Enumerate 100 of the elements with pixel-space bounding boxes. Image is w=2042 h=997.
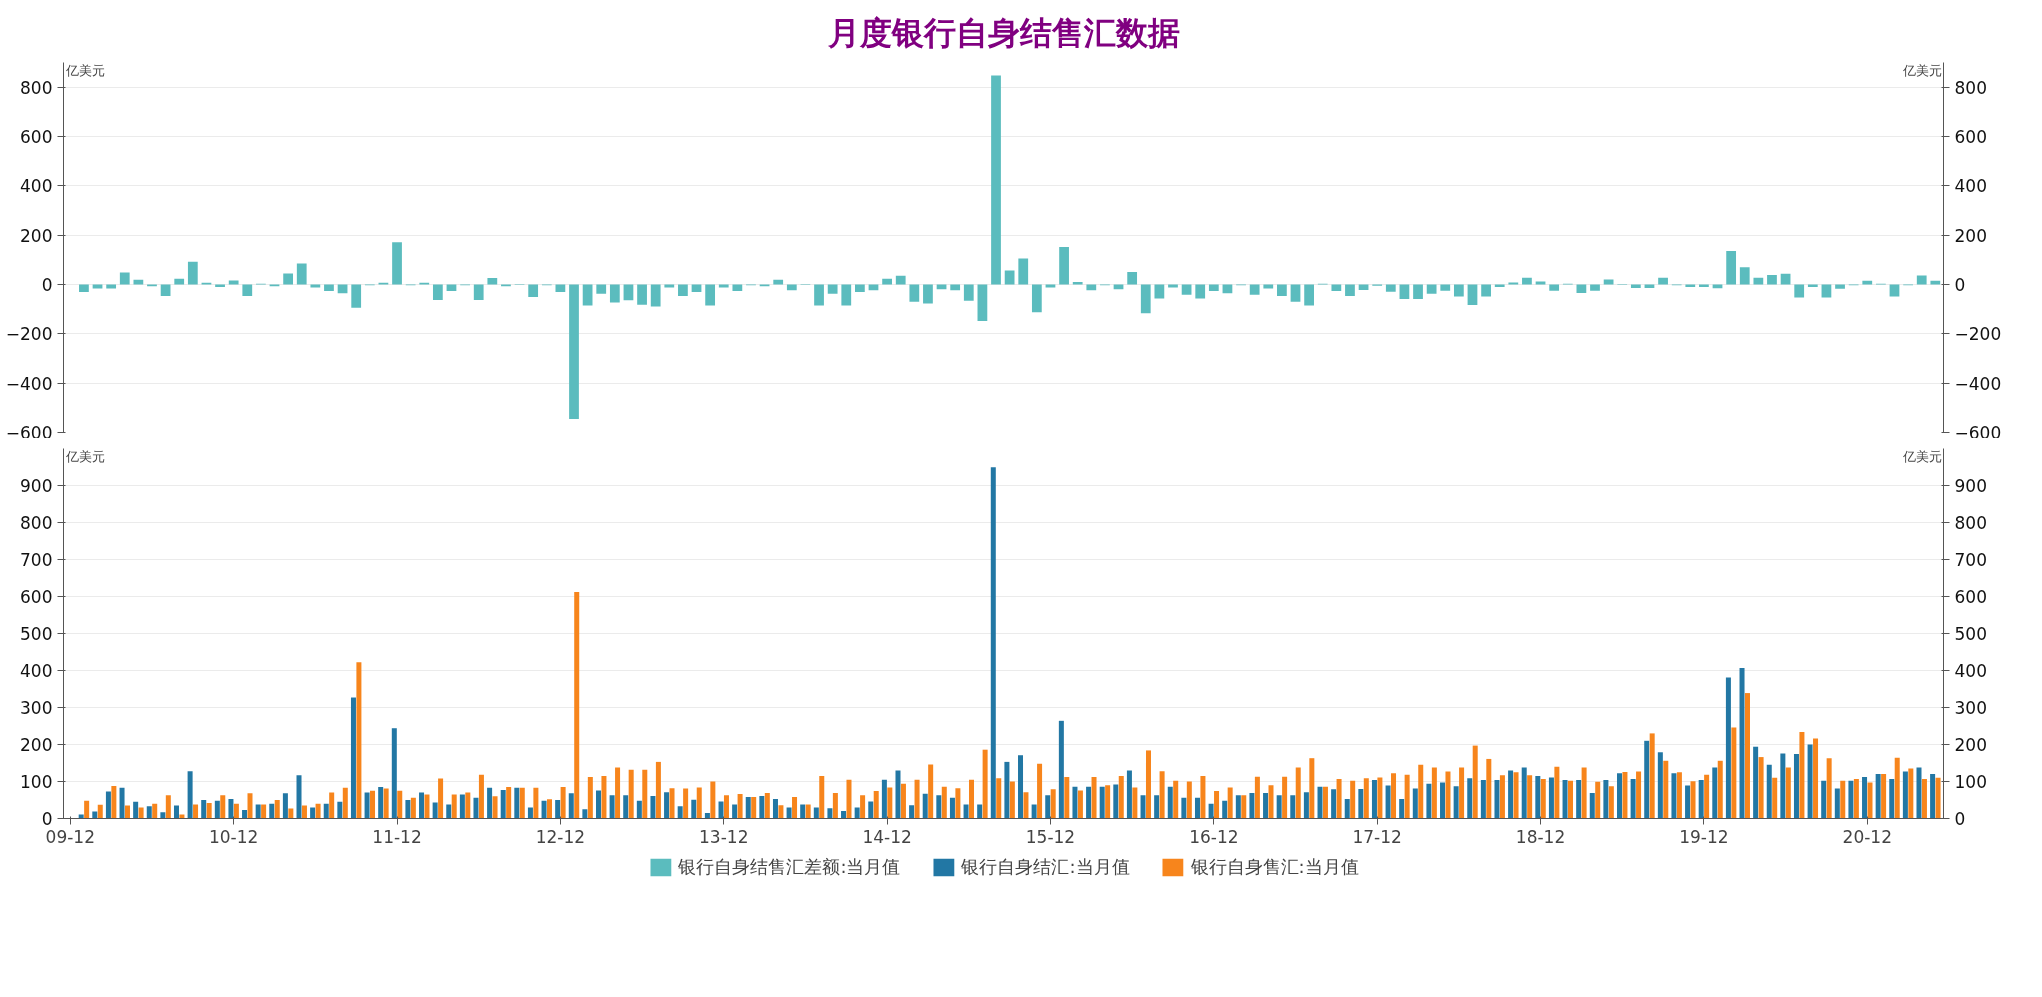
bar — [92, 811, 98, 819]
bar — [1099, 786, 1105, 819]
bar — [1018, 755, 1024, 819]
y-tick-label: 0 — [41, 275, 53, 295]
bar — [1145, 750, 1151, 819]
y2-tick-label: 800 — [1954, 513, 1987, 533]
bar — [397, 790, 403, 819]
bar — [596, 790, 602, 819]
bar — [1867, 782, 1873, 819]
bar — [1472, 745, 1478, 819]
bar — [451, 794, 457, 819]
bar — [1391, 773, 1397, 819]
bar — [1350, 780, 1356, 819]
bar — [1440, 284, 1451, 291]
bar — [315, 803, 321, 819]
x-tick-label: 19-12 — [1679, 826, 1729, 847]
bar — [764, 792, 770, 819]
y2-tick-label: −400 — [1954, 373, 2002, 394]
bar — [1345, 284, 1355, 297]
bar — [1603, 279, 1614, 285]
bar — [1785, 767, 1791, 819]
y2-axis-title: 亿美元 — [1901, 62, 1942, 78]
chart-title: 月度银行自身结售汇数据 — [826, 13, 1180, 52]
bar — [963, 284, 974, 301]
x-tick-label: 18-12 — [1515, 826, 1566, 847]
bar — [124, 805, 130, 819]
bar — [378, 787, 384, 819]
bar — [990, 467, 996, 819]
bar — [133, 801, 139, 819]
bar — [1794, 284, 1805, 298]
bar — [609, 795, 615, 819]
bar — [138, 807, 144, 819]
bar — [909, 284, 920, 302]
bar — [650, 284, 661, 307]
bar — [1140, 284, 1151, 314]
bar — [642, 769, 648, 819]
bar — [187, 261, 198, 285]
y-tick-label: 400 — [20, 176, 53, 197]
bar — [1453, 786, 1459, 819]
bar — [1581, 767, 1587, 819]
bar — [854, 807, 860, 819]
bar — [1908, 768, 1914, 819]
bar — [173, 805, 179, 819]
bar — [1889, 284, 1900, 297]
bar — [506, 787, 512, 819]
bar — [1426, 284, 1437, 294]
bar — [696, 787, 702, 819]
bar — [111, 785, 117, 819]
x-tick-label: 09-12 — [45, 826, 96, 847]
bar — [255, 804, 261, 819]
bar — [1009, 781, 1015, 819]
bar — [1140, 795, 1146, 819]
y2-tick-label: 600 — [1954, 587, 1987, 607]
bar — [160, 812, 166, 819]
x-tick-label: 15-12 — [1025, 826, 1076, 847]
bar — [710, 781, 716, 819]
bar — [1235, 795, 1241, 819]
bar — [1527, 775, 1533, 819]
bar — [274, 800, 280, 819]
bar — [1821, 284, 1832, 298]
bar — [228, 280, 239, 285]
bar — [773, 279, 784, 285]
bar — [1440, 782, 1446, 819]
bar — [1862, 777, 1868, 819]
bar — [977, 284, 988, 322]
bar — [206, 802, 212, 819]
bar — [922, 793, 928, 819]
bar — [1902, 771, 1908, 819]
bar — [152, 803, 158, 819]
bar — [1535, 281, 1546, 285]
bar — [969, 779, 975, 819]
bar — [247, 793, 253, 819]
y-tick-label: 100 — [20, 772, 53, 792]
bar — [432, 284, 443, 301]
bar — [1241, 795, 1247, 819]
bar — [854, 284, 865, 292]
bar — [228, 798, 234, 819]
bar — [827, 284, 838, 294]
y-tick-label: 200 — [20, 735, 53, 755]
bar — [1799, 731, 1805, 819]
bar — [732, 284, 743, 291]
bar — [541, 800, 547, 819]
bar — [1649, 733, 1655, 819]
y2-tick-label: 500 — [1954, 624, 1987, 644]
y2-tick-label: 100 — [1954, 772, 1987, 792]
bar — [1385, 785, 1391, 819]
legend-label: 银行自身售汇:当月值 — [1190, 855, 1359, 879]
bar — [1064, 777, 1070, 819]
bar — [1159, 771, 1165, 819]
bar — [1167, 786, 1173, 819]
bar — [582, 809, 588, 819]
bar — [1072, 282, 1083, 285]
bar — [555, 800, 561, 819]
bar — [1480, 780, 1486, 819]
bar — [1018, 258, 1029, 285]
bar — [705, 284, 716, 306]
bar — [1317, 786, 1323, 819]
bar — [800, 804, 806, 819]
bar — [1385, 284, 1396, 292]
bar — [737, 794, 743, 819]
